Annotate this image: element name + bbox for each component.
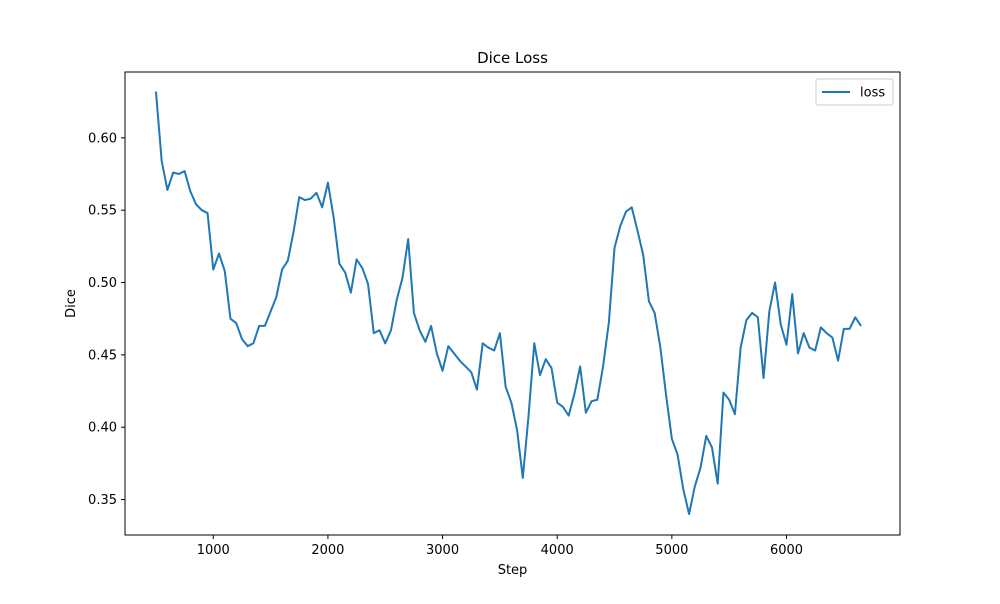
x-tick-label: 2000 [311, 543, 344, 558]
legend: loss [815, 78, 894, 106]
x-tick-label: 3000 [426, 543, 459, 558]
x-tick-label: 5000 [655, 543, 688, 558]
axis-ticks: 1000 2000 3000 4000 5000 6000 0.35 0.40 0.45 0.50… [88, 131, 803, 558]
legend-box [815, 78, 894, 106]
chart-title: Dice Loss [477, 49, 548, 67]
y-tick-label: 0.55 [88, 204, 117, 219]
x-tick-label: 4000 [541, 543, 574, 558]
x-axis-label: Step [498, 563, 528, 578]
y-tick-label: 0.45 [88, 348, 117, 363]
y-axis-label: Dice [64, 289, 79, 318]
y-tick-label: 0.40 [88, 421, 117, 436]
x-tick-label: 6000 [770, 543, 803, 558]
legend-label-loss: loss [860, 86, 885, 101]
y-tick-label: 0.60 [88, 131, 117, 146]
y-tick-label: 0.50 [88, 276, 117, 291]
x-tick-label: 1000 [197, 543, 230, 558]
y-tick-label: 0.35 [88, 493, 117, 508]
plot-series [154, 91, 862, 516]
plot-frame [124, 71, 901, 536]
series-line-loss [154, 91, 862, 516]
